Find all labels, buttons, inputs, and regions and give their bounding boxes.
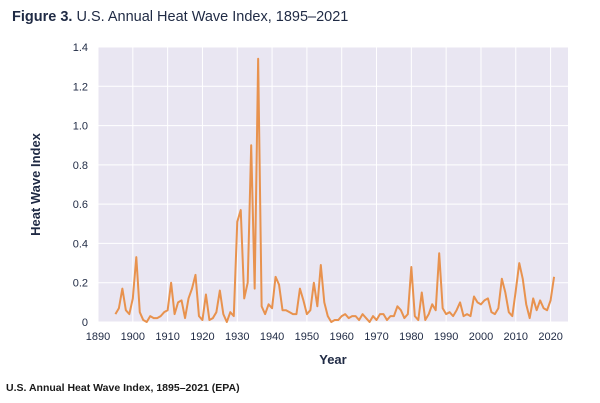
y-tick-label: 0.6 <box>73 199 88 211</box>
x-tick-label: 1940 <box>260 331 284 343</box>
y-tick-label: 0.2 <box>73 278 88 290</box>
x-axis-label: Year <box>319 352 346 367</box>
y-tick-label: 0.8 <box>73 160 88 172</box>
series-line <box>114 57 556 323</box>
figure-title-text: U.S. Annual Heat Wave Index, 1895–2021 <box>76 9 349 25</box>
figure-label: Figure 3. <box>12 9 73 25</box>
gridlines <box>97 46 568 323</box>
x-tick-label: 1990 <box>434 331 458 343</box>
y-axis-label: Heat Wave Index <box>28 132 43 236</box>
x-tick-label: 1910 <box>155 331 179 343</box>
y-tick-label: 0.4 <box>73 238 88 250</box>
y-tick-label: 1.4 <box>73 42 88 54</box>
x-tick-label: 1950 <box>295 331 319 343</box>
x-tick-labels: 1890 1900 1910 1920 1930 1940 1950 1960 1970 1980… <box>86 331 563 343</box>
x-tick-label: 1890 <box>86 331 110 343</box>
y-tick-label: 1.2 <box>73 81 88 93</box>
x-tick-label: 1900 <box>121 331 145 343</box>
figure-title: Figure 3. U.S. Annual Heat Wave Index, 18… <box>12 9 348 25</box>
x-tick-label: 2010 <box>504 331 528 343</box>
plot-background <box>98 47 568 322</box>
x-tick-label: 1960 <box>329 331 353 343</box>
y-tick-labels: 0 0.2 0.4 0.6 0.8 1.0 1.2 1.4 <box>73 42 88 329</box>
y-tick-label: 1.0 <box>73 121 88 133</box>
figure-caption: U.S. Annual Heat Wave Index, 1895–2021 (… <box>6 382 240 394</box>
x-tick-label: 2000 <box>469 331 493 343</box>
x-tick-label: 1980 <box>399 331 423 343</box>
y-tick-label: 0 <box>82 317 88 329</box>
x-tick-label: 2020 <box>538 331 562 343</box>
x-tick-label: 1920 <box>190 331 214 343</box>
x-tick-label: 1970 <box>364 331 388 343</box>
x-tick-label: 1930 <box>225 331 249 343</box>
